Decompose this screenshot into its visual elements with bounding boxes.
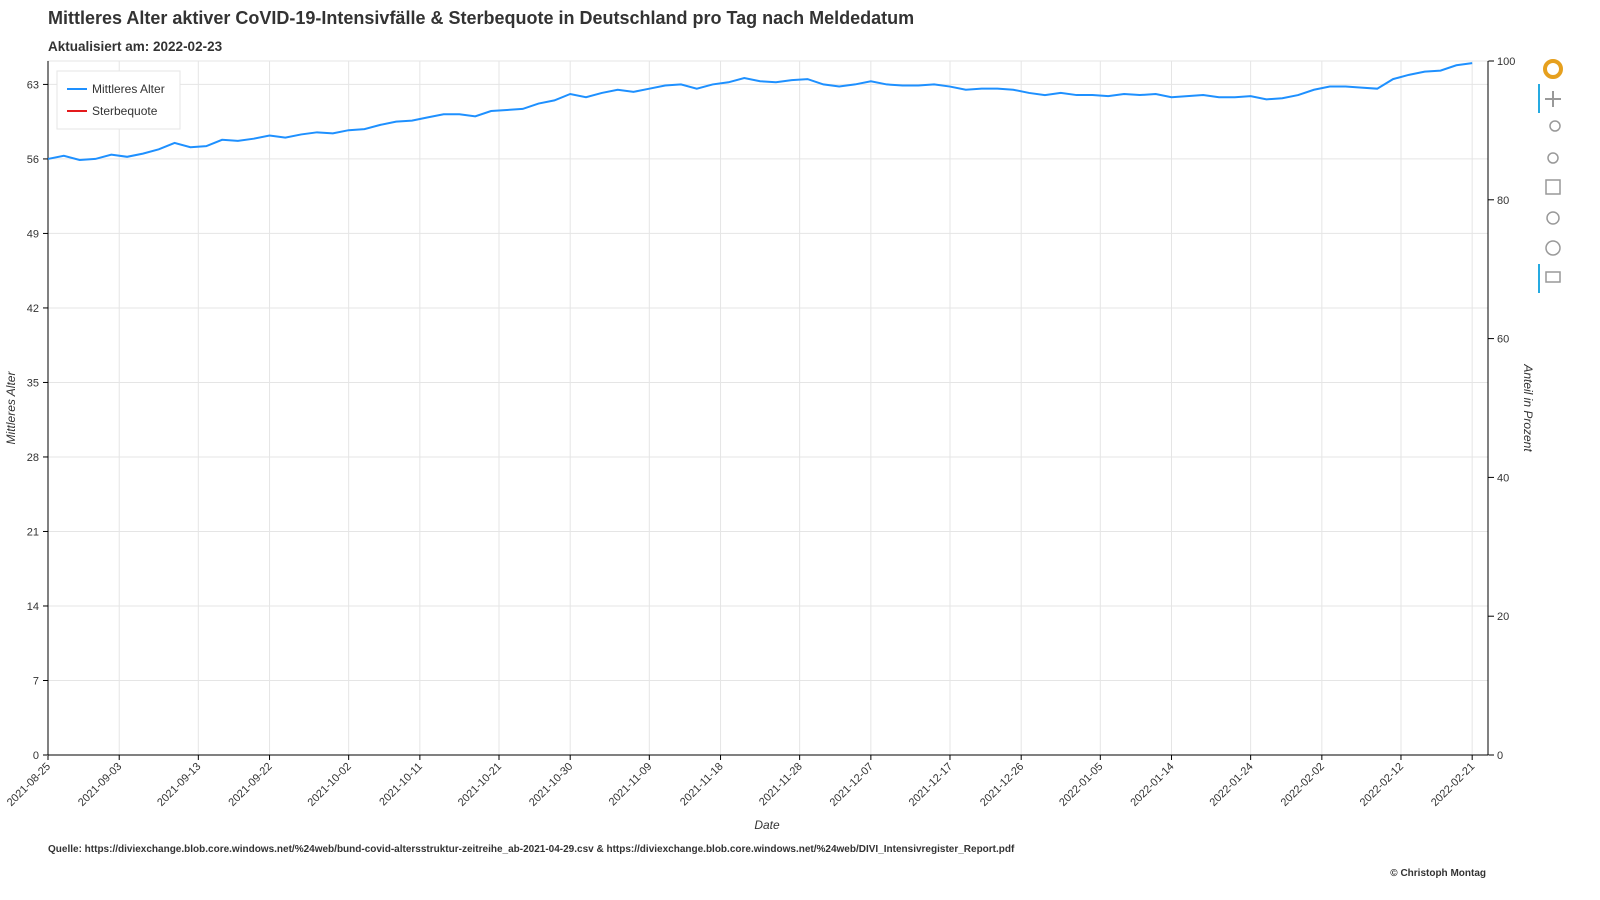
data-line (47, 62, 1473, 161)
toolbar (1538, 59, 1563, 293)
x-tick-label: 2022-01-14 (1128, 761, 1176, 809)
x-axis-label: Date (754, 818, 780, 832)
y-tick-label: 7 (33, 675, 39, 687)
y2-tick-label: 40 (1497, 472, 1509, 484)
y-tick-label: 49 (27, 228, 39, 240)
y2-tick-label: 60 (1497, 334, 1509, 346)
save-tool[interactable] (1545, 179, 1561, 195)
x-tick-label: 2022-01-05 (1057, 761, 1105, 809)
x-tick-label: 2021-09-22 (226, 761, 274, 809)
wheel-zoom-tool[interactable] (1547, 152, 1559, 164)
x-tick-label: 2021-10-02 (305, 761, 353, 809)
y2-axis-label: Anteil in Prozent (1521, 363, 1535, 452)
y-tick-label: 0 (33, 750, 39, 762)
x-tick-label: 2022-02-02 (1279, 761, 1327, 809)
y-tick-label: 21 (27, 526, 39, 538)
x-tick-label: 2021-11-09 (607, 761, 655, 809)
x-tick-label: 2021-10-30 (527, 761, 575, 809)
reset-tool[interactable] (1546, 211, 1560, 225)
credit: © Christoph Montag (1390, 868, 1486, 879)
y-tick-label: 63 (27, 79, 39, 91)
x-tick-label: 2021-12-17 (907, 761, 955, 809)
source-note: Quelle: https://diviexchange.blob.core.w… (48, 844, 1015, 855)
y-tick-label: 42 (27, 303, 39, 315)
y-tick-label: 14 (27, 601, 39, 613)
pan-tool[interactable] (1545, 91, 1561, 107)
x-tick-label: 2021-11-28 (757, 761, 805, 809)
legend-label: Mittleres Alter (92, 82, 165, 96)
y-tick-label: 28 (27, 452, 39, 464)
y2-tick-label: 20 (1497, 611, 1509, 623)
y-axis-label: Mittleres Alter (4, 371, 18, 445)
y2-tick-label: 0 (1497, 750, 1503, 762)
legend-label: Sterbequote (92, 104, 158, 118)
x-tick-label: 2022-01-24 (1207, 761, 1255, 809)
legend: Mittleres Alter Sterbequote (56, 70, 181, 130)
chart-subtitle: Aktualisiert am: 2022-02-23 (48, 39, 223, 54)
help-tool[interactable] (1545, 240, 1561, 256)
x-tick-label: 2021-12-07 (828, 761, 876, 809)
x-tick-label: 2022-02-12 (1358, 761, 1406, 809)
hover-tool[interactable] (1545, 271, 1561, 283)
chart-title: Mittleres Alter aktiver CoVID-19-Intensi… (48, 8, 914, 28)
y2-tick-label: 80 (1497, 195, 1509, 207)
y-tick-label: 56 (27, 154, 39, 166)
x-tick-label: 2021-09-13 (155, 761, 203, 809)
plot-frame (47, 60, 1489, 756)
x-tick-label: 2021-08-25 (5, 761, 53, 809)
legend-box (56, 70, 181, 130)
bokeh-logo (1543, 59, 1563, 79)
x-tick-label: 2021-10-11 (377, 761, 425, 809)
y2-tick-label: 100 (1497, 56, 1515, 68)
x-tick-label: 2021-09-03 (76, 761, 124, 809)
zoom-tool[interactable] (1549, 120, 1561, 132)
x-tick-label: 2021-11-18 (678, 761, 726, 809)
bokeh-logo-center (1550, 66, 1556, 72)
y-tick-label: 35 (27, 377, 39, 389)
x-tick-label: 2022-02-21 (1429, 761, 1477, 809)
x-tick-label: 2021-10-21 (456, 761, 504, 809)
x-tick-label: 2021-12-26 (978, 761, 1026, 809)
